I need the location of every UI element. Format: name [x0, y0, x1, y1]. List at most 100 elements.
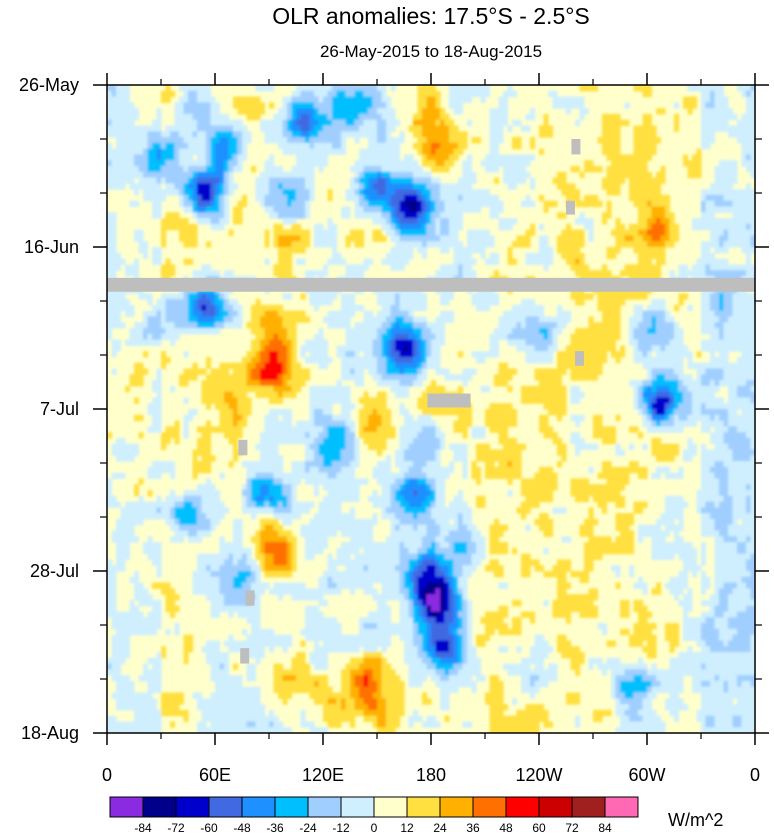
heatmap-cell: [377, 125, 383, 132]
heatmap-cell: [152, 420, 158, 427]
heatmap-cell: [426, 90, 432, 98]
heatmap-cell: [570, 247, 576, 254]
heatmap-cell: [701, 108, 707, 115]
heatmap-cell: [638, 160, 644, 167]
heatmap-cell: [201, 299, 207, 306]
heatmap-cell: [602, 137, 608, 144]
heatmap-cell: [750, 235, 755, 242]
heatmap-cell: [593, 200, 599, 208]
heatmap-cell: [426, 351, 432, 358]
heatmap-cells: [107, 85, 755, 733]
heatmap-cell: [390, 328, 396, 335]
heatmap-cell: [480, 299, 486, 306]
heatmap-cell: [575, 339, 581, 346]
heatmap-cell: [372, 414, 378, 422]
heatmap-cell: [282, 113, 288, 121]
heatmap-cell: [714, 339, 720, 346]
heatmap-cell: [453, 223, 459, 231]
heatmap-cell: [741, 229, 747, 237]
heatmap-cell: [426, 229, 432, 237]
heatmap-cell: [309, 102, 315, 109]
heatmap-cell: [453, 420, 459, 427]
heatmap-cell: [327, 316, 333, 323]
heatmap-cell: [287, 212, 293, 219]
heatmap-cell: [264, 420, 270, 427]
heatmap-cell: [417, 171, 423, 179]
heatmap-cell: [210, 113, 216, 121]
heatmap-cell: [350, 166, 356, 173]
heatmap-cell: [588, 200, 594, 208]
heatmap-cell: [557, 322, 563, 329]
heatmap-cell: [696, 385, 702, 393]
heatmap-cell: [494, 113, 500, 121]
heatmap-cell: [233, 166, 239, 173]
heatmap-cell: [422, 391, 428, 399]
heatmap-cell: [719, 90, 725, 98]
heatmap-cell: [192, 171, 198, 179]
heatmap-cell: [530, 299, 536, 306]
heatmap-cell: [251, 362, 257, 370]
heatmap-cell: [660, 171, 666, 179]
heatmap-cell: [660, 241, 666, 248]
heatmap-cell: [701, 368, 707, 375]
heatmap-cell: [534, 397, 540, 404]
heatmap-cell: [408, 414, 414, 422]
heatmap-cell: [273, 362, 279, 370]
heatmap-cell: [206, 142, 212, 150]
heatmap-cell: [188, 171, 194, 179]
heatmap-cell: [642, 131, 648, 138]
heatmap-cell: [606, 333, 612, 341]
heatmap-cell: [161, 96, 167, 103]
heatmap-cell: [183, 258, 189, 265]
heatmap-cell: [485, 258, 491, 265]
heatmap-cell: [611, 189, 617, 196]
heatmap-cell: [417, 108, 423, 115]
heatmap-cell: [701, 102, 707, 109]
heatmap-cell: [512, 137, 518, 144]
heatmap-cell: [165, 218, 171, 225]
heatmap-cell: [543, 333, 549, 341]
heatmap-cell: [516, 177, 522, 184]
heatmap-cell: [710, 200, 716, 208]
heatmap-cell: [318, 223, 324, 231]
heatmap-cell: [633, 380, 639, 387]
heatmap-cell: [107, 171, 113, 179]
heatmap-cell: [633, 339, 639, 346]
heatmap-cell: [651, 299, 657, 306]
heatmap-cell: [399, 328, 405, 335]
heatmap-cell: [282, 131, 288, 138]
heatmap-cell: [143, 154, 149, 161]
heatmap-cell: [377, 391, 383, 399]
heatmap-cell: [408, 177, 414, 184]
heatmap-cell: [332, 102, 338, 109]
heatmap-cell: [732, 374, 738, 381]
heatmap-cell: [381, 108, 387, 115]
heatmap-cell: [354, 125, 360, 132]
heatmap-cell: [723, 166, 729, 173]
heatmap-cell: [354, 131, 360, 138]
heatmap-cell: [368, 200, 374, 208]
heatmap-cell: [669, 218, 675, 225]
heatmap-cell: [210, 160, 216, 167]
heatmap-cell: [327, 391, 333, 399]
heatmap-cell: [665, 368, 671, 375]
heatmap-cell: [134, 270, 140, 277]
heatmap-cell: [269, 183, 275, 190]
heatmap-cell: [183, 223, 189, 231]
heatmap-cell: [305, 241, 311, 248]
heatmap-cell: [386, 252, 392, 260]
heatmap-cell: [246, 374, 252, 381]
heatmap-cell: [318, 102, 324, 109]
heatmap-cell: [363, 200, 369, 208]
heatmap-cell: [381, 102, 387, 109]
heatmap-cell: [579, 171, 585, 179]
heatmap-cell: [422, 154, 428, 161]
heatmap-cell: [606, 142, 612, 150]
heatmap-cell: [674, 368, 680, 375]
heatmap-cell: [417, 200, 423, 208]
heatmap-cell: [309, 270, 315, 277]
heatmap-cell: [543, 131, 549, 138]
heatmap-cell: [296, 90, 302, 98]
heatmap-cell: [111, 166, 117, 173]
heatmap-cell: [467, 270, 473, 277]
